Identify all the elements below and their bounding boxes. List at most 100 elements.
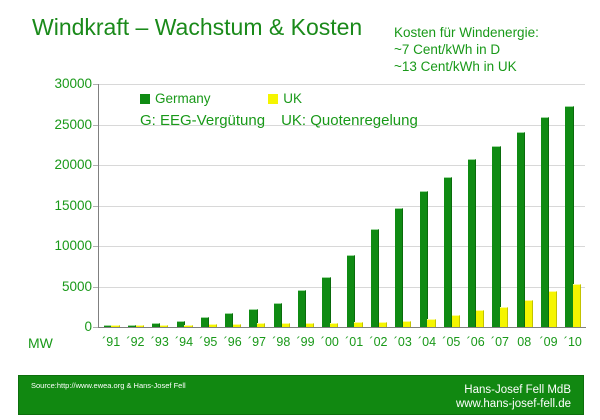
bar-uk bbox=[427, 318, 436, 327]
cost-annotation-line-3: ~13 Cent/kWh in UK bbox=[394, 59, 517, 74]
bar-uk bbox=[500, 306, 509, 327]
bar-group bbox=[123, 84, 147, 327]
bar-group bbox=[464, 84, 488, 327]
bar-group bbox=[366, 84, 390, 327]
bar-group bbox=[561, 84, 585, 327]
bar-uk bbox=[184, 324, 193, 327]
x-axis-tick-label: ´09 bbox=[539, 335, 558, 349]
bar-group bbox=[391, 84, 415, 327]
chart-legend: Germany UK bbox=[140, 91, 356, 106]
bar-germany bbox=[322, 276, 331, 327]
x-axis-tick-label: ´05 bbox=[442, 335, 461, 349]
bar-uk bbox=[573, 283, 582, 327]
y-axis-tick-label: 5000 bbox=[61, 278, 92, 294]
bar-group bbox=[99, 84, 123, 327]
bar-group bbox=[221, 84, 245, 327]
bar-germany bbox=[468, 158, 477, 327]
x-axis-tick-label: ´98 bbox=[272, 335, 291, 349]
bar-germany bbox=[127, 324, 137, 327]
bar-uk bbox=[281, 323, 290, 327]
gridline bbox=[98, 165, 585, 166]
x-axis-tick-label: ´95 bbox=[199, 335, 218, 349]
footer-author-block: Hans-Josef Fell MdB www.hans-josef-fell.… bbox=[456, 383, 571, 411]
bar-uk bbox=[160, 324, 169, 327]
y-axis-tick bbox=[93, 246, 98, 247]
bar-germany bbox=[103, 324, 112, 327]
bar-group bbox=[196, 84, 220, 327]
bar-uk bbox=[524, 299, 533, 327]
x-axis-tick-label: ´02 bbox=[369, 335, 388, 349]
legend-swatch-uk-icon bbox=[268, 94, 279, 104]
bar-germany bbox=[541, 117, 550, 327]
bar-uk bbox=[330, 322, 339, 327]
y-axis-tick bbox=[93, 124, 98, 126]
policy-scheme-uk: UK: Quotenregelung bbox=[281, 112, 418, 129]
bar-uk bbox=[232, 323, 242, 327]
footer-source-text: Source:http://www.ewea.org & Hans-Josef … bbox=[31, 381, 186, 390]
y-axis-tick bbox=[93, 165, 98, 166]
x-axis-tick-label: ´97 bbox=[247, 335, 266, 349]
footer-bar: Source:http://www.ewea.org & Hans-Josef … bbox=[18, 375, 584, 415]
bar-group bbox=[148, 84, 172, 327]
x-axis-tick-label: ´94 bbox=[175, 335, 194, 349]
bar-germany bbox=[492, 145, 501, 327]
x-axis-tick-label: ´01 bbox=[345, 335, 364, 349]
bar-group bbox=[536, 84, 560, 327]
y-axis-tick bbox=[93, 205, 98, 207]
legend-item-germany: Germany bbox=[140, 91, 211, 106]
bar-group bbox=[269, 84, 293, 327]
x-axis-tick-label: ´93 bbox=[150, 335, 169, 349]
bar-germany bbox=[516, 132, 525, 327]
bar-germany bbox=[419, 191, 428, 327]
y-axis-tick-label: 25000 bbox=[54, 116, 92, 132]
gridline bbox=[98, 84, 585, 85]
y-axis-unit-label: MW bbox=[28, 335, 53, 351]
bar-uk bbox=[378, 321, 387, 327]
cost-annotation: Kosten für Windenergie: ~7 Cent/kWh in D… bbox=[394, 24, 539, 75]
gridline bbox=[98, 124, 585, 126]
x-axis-tick-label: ´04 bbox=[418, 335, 437, 349]
bar-uk bbox=[354, 322, 363, 327]
bar-group bbox=[172, 84, 196, 327]
legend-label-uk: UK bbox=[283, 91, 303, 106]
x-axis-tick-label: ´03 bbox=[393, 335, 412, 349]
x-axis-tick-label: ´07 bbox=[490, 335, 509, 349]
gridline bbox=[98, 246, 585, 247]
y-axis-tick bbox=[93, 286, 98, 288]
bar-germany bbox=[565, 105, 574, 327]
x-axis-tick-label: ´00 bbox=[320, 335, 339, 349]
gridline bbox=[98, 286, 585, 288]
bar-germany bbox=[200, 316, 210, 327]
x-axis-labels: ´91 ´92 ´93 ´94 ´95 ´96 ´97 ´98 ´99 ´00 ´01 ´02 ´03 ´… bbox=[99, 335, 585, 355]
x-axis-tick-label: ´91 bbox=[102, 335, 121, 349]
bar-germany bbox=[395, 207, 404, 327]
bar-uk bbox=[475, 310, 485, 327]
x-axis-line bbox=[98, 327, 586, 328]
bar-group bbox=[245, 84, 269, 327]
bar-uk bbox=[257, 323, 266, 327]
y-axis-tick-label: 15000 bbox=[54, 197, 92, 213]
bar-uk bbox=[135, 324, 144, 327]
bar-germany bbox=[225, 313, 234, 327]
bar-germany bbox=[249, 309, 258, 327]
cost-annotation-line-2: ~7 Cent/kWh in D bbox=[394, 42, 501, 57]
bar-series-container bbox=[99, 84, 585, 327]
bar-uk bbox=[305, 323, 315, 327]
bar-uk bbox=[403, 320, 412, 327]
legend-swatch-germany-icon bbox=[140, 94, 150, 104]
cost-annotation-line-1: Kosten für Windenergie: bbox=[394, 25, 539, 40]
bar-germany bbox=[152, 323, 161, 327]
bar-group bbox=[488, 84, 512, 327]
x-axis-tick-label: 08 bbox=[517, 335, 532, 349]
y-axis-labels: 0 5000 10000 15000 20000 25000 30000 bbox=[16, 76, 92, 334]
y-axis-tick bbox=[93, 84, 98, 85]
y-axis-tick bbox=[93, 327, 98, 328]
bar-uk bbox=[208, 324, 217, 327]
x-axis-tick-label: ´92 bbox=[126, 335, 145, 349]
bar-uk bbox=[451, 315, 460, 327]
footer-website: www.hans-josef-fell.de bbox=[455, 398, 571, 410]
policy-scheme-note: G: EEG-Vergütung UK: Quotenregelung bbox=[140, 112, 434, 129]
bar-group bbox=[512, 84, 536, 327]
bar-germany bbox=[298, 290, 307, 327]
